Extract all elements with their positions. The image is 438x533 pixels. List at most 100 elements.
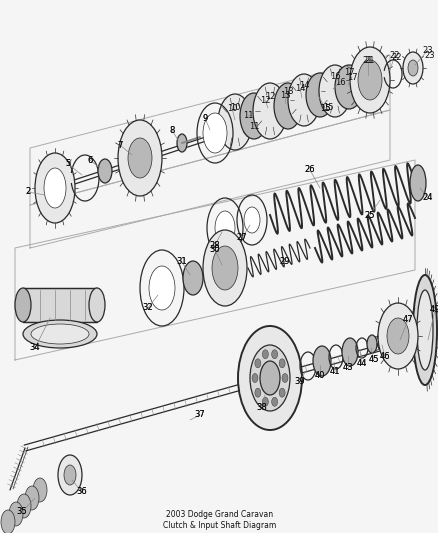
Text: 43: 43 <box>342 364 353 373</box>
Ellipse shape <box>273 83 301 129</box>
Text: 7: 7 <box>117 141 122 149</box>
Ellipse shape <box>89 288 105 322</box>
Ellipse shape <box>25 486 39 510</box>
Text: 27: 27 <box>236 233 247 243</box>
Text: 38: 38 <box>256 403 267 413</box>
Text: 40: 40 <box>314 372 325 381</box>
Text: 8: 8 <box>169 125 174 134</box>
Text: 13: 13 <box>279 91 290 100</box>
Ellipse shape <box>249 345 290 411</box>
Ellipse shape <box>177 134 187 152</box>
Text: 12: 12 <box>259 95 270 104</box>
Ellipse shape <box>240 93 267 139</box>
Text: 8: 8 <box>169 125 174 134</box>
Text: 22: 22 <box>389 51 399 60</box>
Ellipse shape <box>1 510 15 533</box>
Text: 27: 27 <box>236 233 247 243</box>
Ellipse shape <box>318 65 350 117</box>
Text: 16: 16 <box>329 71 339 80</box>
Text: 17: 17 <box>343 68 353 77</box>
Ellipse shape <box>183 261 202 295</box>
Text: 49: 49 <box>429 305 438 314</box>
Text: 15: 15 <box>319 103 329 112</box>
Ellipse shape <box>17 494 31 518</box>
Text: 36: 36 <box>77 488 87 497</box>
Ellipse shape <box>409 165 425 201</box>
Text: 15: 15 <box>322 102 332 111</box>
Ellipse shape <box>341 338 357 366</box>
Text: 28: 28 <box>209 240 220 249</box>
Ellipse shape <box>262 397 268 406</box>
Ellipse shape <box>9 502 23 526</box>
Text: 38: 38 <box>256 403 267 413</box>
Ellipse shape <box>407 60 417 76</box>
Text: 5: 5 <box>65 159 71 168</box>
Ellipse shape <box>305 73 333 117</box>
Ellipse shape <box>98 159 112 183</box>
Text: 28: 28 <box>209 240 220 249</box>
Ellipse shape <box>366 335 376 353</box>
Text: 10: 10 <box>226 103 237 112</box>
Ellipse shape <box>33 478 47 502</box>
Text: 2003 Dodge Grand Caravan
Clutch & Input Shaft Diagram: 2003 Dodge Grand Caravan Clutch & Input … <box>163 510 276 530</box>
Text: 37: 37 <box>194 410 205 419</box>
Text: 31: 31 <box>176 257 187 266</box>
Ellipse shape <box>128 138 152 178</box>
Ellipse shape <box>312 346 330 376</box>
Text: 32: 32 <box>142 303 153 312</box>
Ellipse shape <box>58 455 82 495</box>
Ellipse shape <box>252 83 286 139</box>
Ellipse shape <box>416 290 432 370</box>
Text: 41: 41 <box>329 367 339 376</box>
Text: 37: 37 <box>194 410 205 419</box>
Text: 46: 46 <box>379 352 389 361</box>
Text: 35: 35 <box>17 507 27 516</box>
Ellipse shape <box>279 388 285 397</box>
Polygon shape <box>23 288 97 322</box>
Text: 23: 23 <box>422 45 432 54</box>
Ellipse shape <box>281 374 287 383</box>
Text: 47: 47 <box>402 316 412 325</box>
Ellipse shape <box>412 275 436 385</box>
Ellipse shape <box>377 303 417 369</box>
Ellipse shape <box>349 47 389 113</box>
Text: 7: 7 <box>117 141 122 149</box>
Text: 40: 40 <box>314 372 325 381</box>
Ellipse shape <box>254 388 260 397</box>
Ellipse shape <box>212 246 237 290</box>
Text: 35: 35 <box>17 507 27 516</box>
Text: 34: 34 <box>30 343 40 352</box>
Text: 41: 41 <box>329 367 339 376</box>
Text: 22: 22 <box>391 52 401 61</box>
Ellipse shape <box>215 211 234 245</box>
Text: 12: 12 <box>264 92 275 101</box>
Ellipse shape <box>148 266 175 310</box>
Ellipse shape <box>262 350 268 359</box>
Ellipse shape <box>279 359 285 368</box>
Text: 14: 14 <box>298 80 308 90</box>
Text: 31: 31 <box>176 257 187 266</box>
Text: 45: 45 <box>368 356 378 365</box>
Ellipse shape <box>287 74 319 126</box>
Text: 29: 29 <box>279 257 290 266</box>
Text: 11: 11 <box>242 110 253 119</box>
Text: 49: 49 <box>429 305 438 314</box>
Text: 39: 39 <box>294 377 304 386</box>
Ellipse shape <box>334 65 362 109</box>
Ellipse shape <box>254 359 260 368</box>
Text: 34: 34 <box>30 343 40 352</box>
Ellipse shape <box>118 120 162 196</box>
Ellipse shape <box>237 326 301 430</box>
Text: 47: 47 <box>402 316 412 325</box>
Ellipse shape <box>44 168 66 208</box>
Ellipse shape <box>202 113 226 153</box>
Text: 13: 13 <box>282 86 293 95</box>
Text: 46: 46 <box>379 352 389 361</box>
Text: 29: 29 <box>279 257 290 266</box>
Text: 24: 24 <box>422 193 432 203</box>
Text: 26: 26 <box>304 166 314 174</box>
Text: 24: 24 <box>422 193 432 203</box>
Ellipse shape <box>23 320 97 348</box>
Text: 45: 45 <box>368 356 378 365</box>
Text: 30: 30 <box>209 246 220 254</box>
